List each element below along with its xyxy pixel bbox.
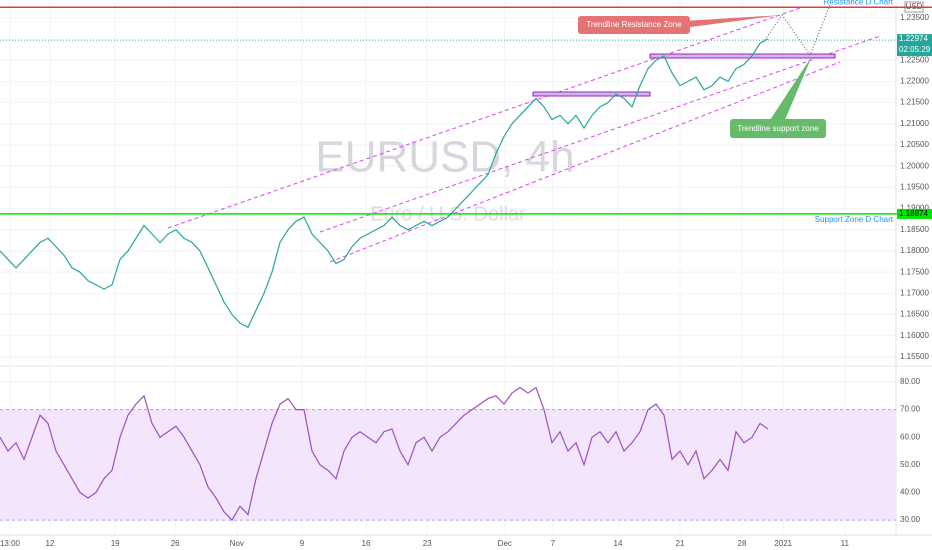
y-tick-label: 30.00 xyxy=(900,515,921,524)
y-tick-label: 1.19000 xyxy=(900,204,929,213)
countdown: 02:05:29 xyxy=(899,45,931,54)
x-tick-label: 14 xyxy=(614,539,623,548)
x-tick-label: 28 xyxy=(738,539,747,548)
y-tick-label: 50.00 xyxy=(900,460,921,469)
x-tick-label: 16 xyxy=(362,539,371,548)
y-tick-label: 1.18500 xyxy=(900,225,929,234)
y-tick-label: 60.00 xyxy=(900,432,921,441)
y-tick-label: 1.21000 xyxy=(900,119,929,128)
drawings xyxy=(167,7,881,263)
y-tick-label: 80.00 xyxy=(900,377,921,386)
level-label: Resistance D Chart xyxy=(824,0,894,6)
annotation: Trendline support zone xyxy=(737,124,819,133)
y-tick-label: 1.20500 xyxy=(900,140,929,149)
y-tick-label: 40.00 xyxy=(900,488,921,497)
y-tick-label: 1.17000 xyxy=(900,288,929,297)
x-tick-label: 13:00 xyxy=(0,539,21,548)
callout-box xyxy=(730,119,826,138)
x-tick-label: 2021 xyxy=(774,539,792,548)
series-line xyxy=(0,38,769,329)
x-tick-label: 11 xyxy=(841,539,850,548)
y-tick-label: 1.19500 xyxy=(900,182,929,191)
level-price-box xyxy=(897,208,932,219)
x-tick-label: Dec xyxy=(498,539,512,548)
zone-box xyxy=(532,91,651,97)
y-tick-label: 1.21500 xyxy=(900,98,929,107)
lower-trendline xyxy=(329,61,841,263)
y-tick-label: 1.20000 xyxy=(900,161,929,170)
x-tick-label: 26 xyxy=(171,539,180,548)
x-tick-label: 23 xyxy=(423,539,432,548)
last-price-box xyxy=(897,34,932,57)
y-tick-label: 1.23500 xyxy=(900,13,929,22)
y-tick-label: 1.16000 xyxy=(900,331,929,340)
y-tick-label: 1.16500 xyxy=(900,310,929,319)
zone-box xyxy=(649,53,836,59)
level-price: 1.18874 xyxy=(899,209,928,218)
rsi-band xyxy=(0,409,896,521)
callout-box xyxy=(578,16,690,34)
y-tick-label: 1.22500 xyxy=(900,55,929,64)
annotation: Trendline Resistance Zone xyxy=(586,20,682,29)
y-tick-label: 70.00 xyxy=(900,405,921,414)
x-tick-label: Nov xyxy=(230,539,244,548)
series-line xyxy=(0,386,769,522)
x-tick-label: 21 xyxy=(676,539,685,548)
x-tick-label: 9 xyxy=(300,539,305,548)
y-tick-label: 1.22000 xyxy=(900,77,929,86)
x-tick-label: 19 xyxy=(111,539,120,548)
projection-path xyxy=(764,4,831,57)
watermark-symbol: EURUSD, 4h xyxy=(315,133,574,182)
x-tick-label: 7 xyxy=(551,539,556,548)
mid-trendline xyxy=(319,35,881,233)
y-tick-label: 1.18000 xyxy=(900,246,929,255)
y-tick-label: 1.15500 xyxy=(900,352,929,361)
y-tick-label: 1.17500 xyxy=(900,267,929,276)
x-tick-label: 12 xyxy=(46,539,55,548)
callout-pointer xyxy=(668,15,782,30)
level-label: Support Zone D Chart xyxy=(815,215,894,224)
last-price: 1.22974 xyxy=(899,34,928,43)
callout-pointer xyxy=(770,56,812,120)
